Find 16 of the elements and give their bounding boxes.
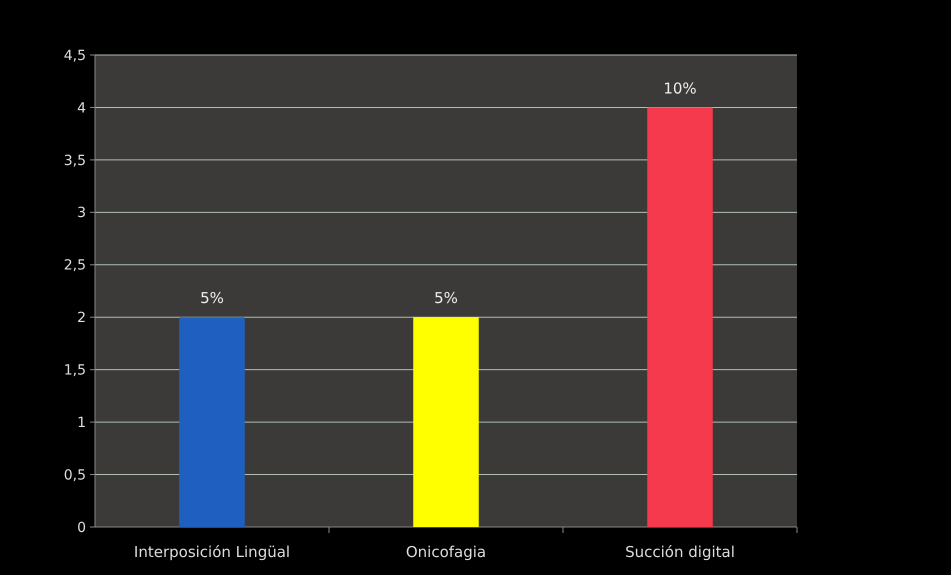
annotation: 5%: [200, 289, 224, 308]
annotation: 10%: [663, 79, 697, 98]
y-tick-label: 2,5: [64, 258, 86, 274]
x-tick-label: Succión digital: [625, 543, 735, 561]
y-tick-label: 1,5: [64, 362, 86, 379]
y-tick-label: 4,5: [64, 48, 86, 64]
y-tick-label: 3,5: [64, 152, 86, 169]
annotation: 5%: [434, 289, 458, 308]
y-tick-label: 1: [77, 415, 86, 432]
x-tick-label: Interposición Lingüal: [134, 543, 290, 561]
y-tick-label: 0: [77, 520, 86, 536]
y-tick-label: 4: [77, 100, 86, 116]
y-tick-label: 2: [77, 310, 86, 326]
y-tick-label: 3: [77, 205, 86, 222]
x-tick-label: Onicofagia: [406, 543, 486, 561]
y-tick-label: 0,5: [64, 467, 86, 484]
